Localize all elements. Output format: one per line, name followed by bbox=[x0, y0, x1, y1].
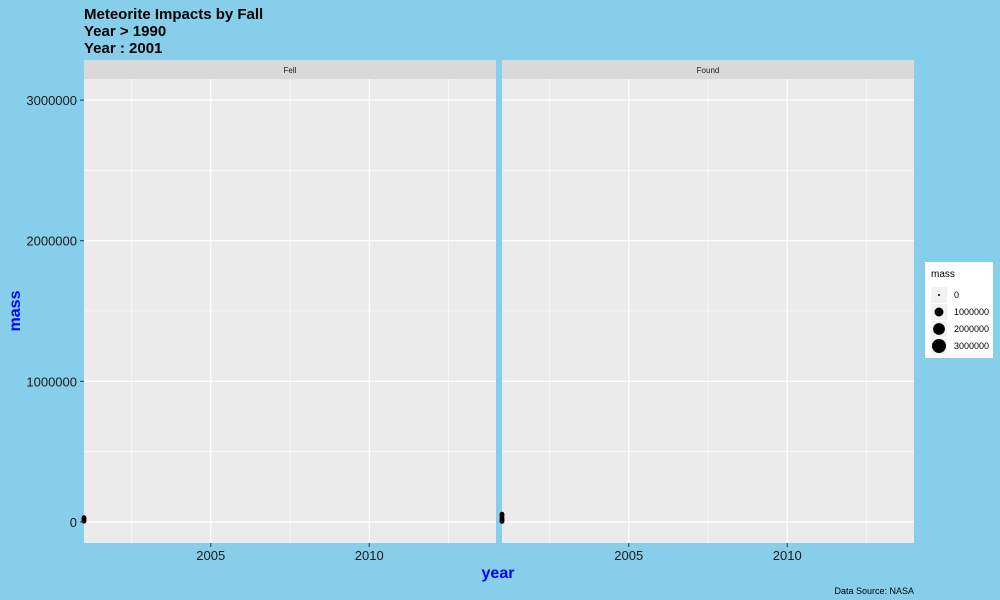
facet-found: Found 2005 2010 bbox=[499, 60, 914, 563]
x-axis-title: year bbox=[482, 565, 515, 582]
legend-title: mass bbox=[931, 269, 955, 280]
facet-panels: Fell 2005 2010 Found 2005 2010 bbox=[81, 60, 914, 563]
y-axis-title: mass bbox=[7, 290, 24, 331]
legend-key-point bbox=[934, 307, 944, 317]
legend-label: 2000000 bbox=[954, 324, 989, 334]
data-point bbox=[81, 515, 87, 521]
x-tick-label: 2005 bbox=[614, 548, 643, 563]
legend-key-point bbox=[932, 339, 946, 353]
y-tick-label: 0 bbox=[70, 515, 77, 530]
chart-subtitle-1: Year > 1990 bbox=[84, 23, 166, 40]
data-point bbox=[499, 511, 505, 517]
facet-fell: Fell 2005 2010 bbox=[81, 60, 496, 563]
chart-title: Meteorite Impacts by Fall bbox=[84, 6, 263, 23]
facet-strip-label: Fell bbox=[284, 66, 297, 75]
legend-label: 0 bbox=[954, 290, 959, 300]
x-tick-label: 2005 bbox=[196, 548, 225, 563]
y-tick-label: 3000000 bbox=[26, 93, 77, 108]
facet-strip bbox=[84, 60, 496, 79]
y-axis: 0 1000000 2000000 3000000 bbox=[26, 93, 84, 530]
y-tick-label: 1000000 bbox=[26, 374, 77, 389]
legend-label: 1000000 bbox=[954, 307, 989, 317]
legend-key-point bbox=[938, 294, 940, 296]
x-tick-label: 2010 bbox=[773, 548, 802, 563]
y-tick-label: 2000000 bbox=[26, 234, 77, 249]
legend-label: 3000000 bbox=[954, 341, 989, 351]
legend-key-point bbox=[933, 323, 945, 335]
facet-strip-label: Found bbox=[697, 66, 720, 75]
data-source-caption: Data Source: NASA bbox=[834, 586, 914, 596]
chart-subtitle-2: Year : 2001 bbox=[84, 40, 162, 57]
legend: mass 0 1000000 2000000 3000000 bbox=[925, 262, 993, 358]
x-tick-label: 2010 bbox=[355, 548, 384, 563]
facet-strip bbox=[502, 60, 914, 79]
